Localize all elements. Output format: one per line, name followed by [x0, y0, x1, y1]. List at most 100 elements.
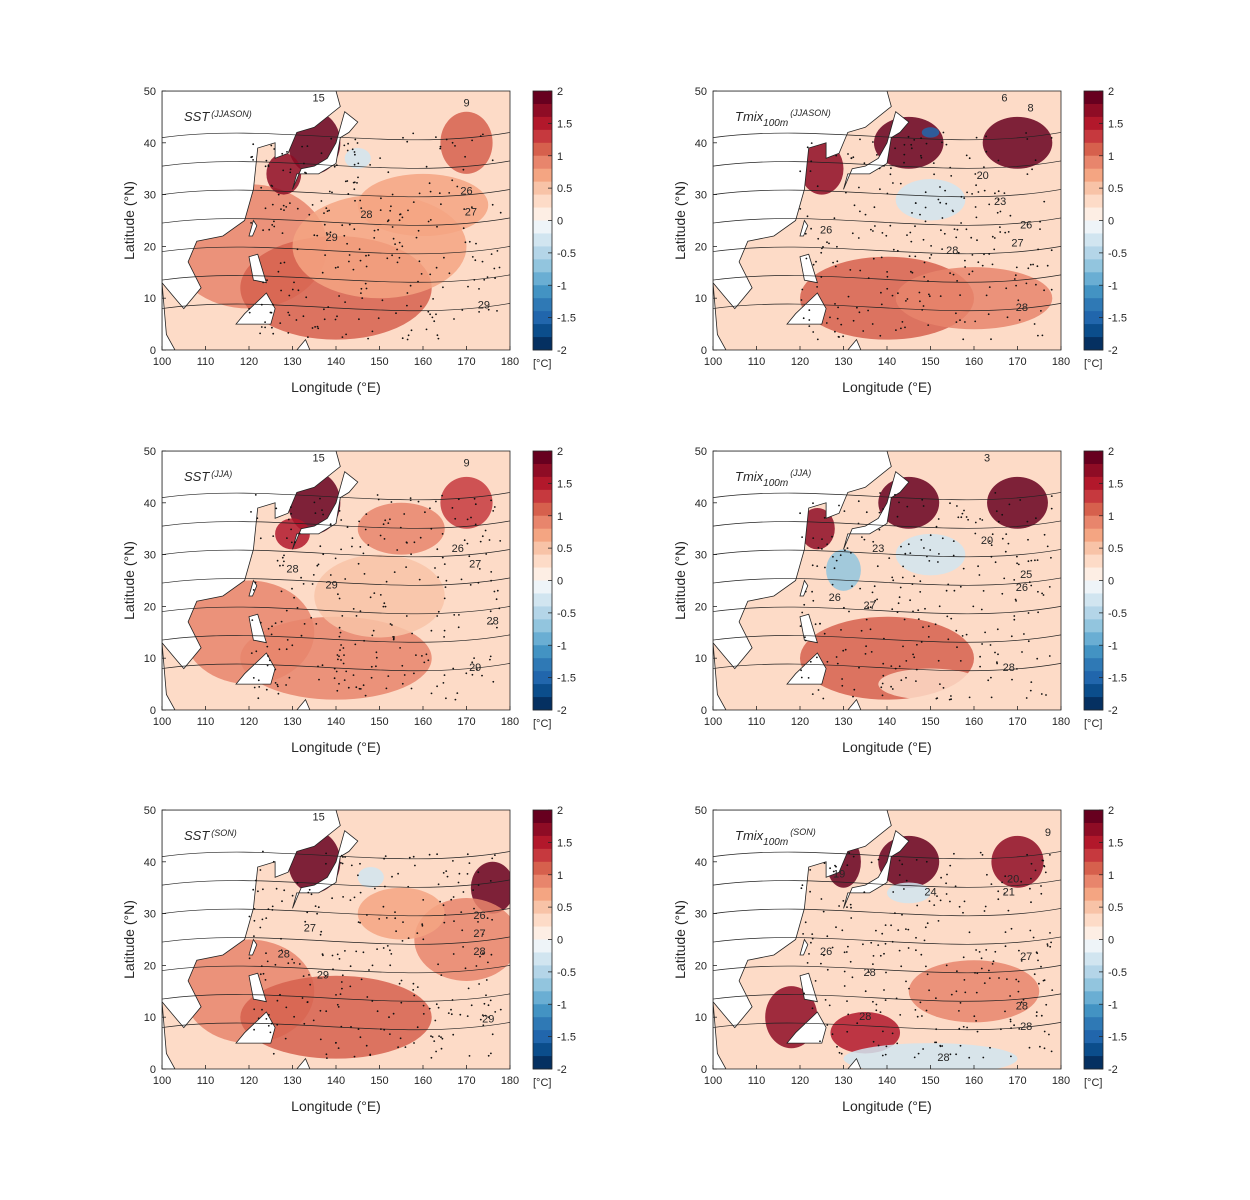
y-tick-label: 0: [150, 345, 156, 357]
significance-dot: [490, 579, 492, 582]
significance-dot: [267, 1024, 270, 1027]
significance-dot: [1027, 267, 1030, 270]
significance-dot: [923, 547, 925, 549]
significance-dot: [910, 240, 913, 243]
significance-dot: [880, 686, 883, 689]
colorbar-segment: [533, 658, 552, 672]
anomaly-blob: [895, 179, 966, 221]
significance-dot: [882, 508, 884, 510]
significance-dot: [1009, 1018, 1012, 1021]
significance-dot: [276, 683, 279, 686]
significance-dot: [902, 565, 904, 568]
colorbar-segment: [533, 619, 552, 633]
significance-dot: [285, 648, 288, 651]
significance-dot: [375, 651, 378, 654]
colorbar-segment: [1084, 155, 1103, 170]
colorbar-tick-label: 2: [1108, 86, 1114, 98]
significance-dot: [427, 310, 430, 313]
significance-dot: [963, 900, 966, 903]
significance-dot: [395, 930, 397, 933]
significance-dot: [1004, 1010, 1006, 1013]
colorbar: 21.510.50-0.5-1-1.5-2[°C]: [1083, 446, 1127, 730]
colorbar-segment: [1084, 1030, 1103, 1044]
colorbar-segment: [1084, 619, 1103, 633]
colorbar-segment: [1084, 697, 1103, 711]
significance-dot: [253, 686, 256, 689]
significance-dot: [452, 896, 455, 898]
significance-dot: [281, 152, 284, 155]
significance-dot: [826, 543, 829, 546]
significance-dot: [886, 271, 888, 273]
significance-dot: [959, 1044, 962, 1047]
significance-dot: [847, 153, 849, 155]
significance-dot: [1036, 559, 1039, 561]
significance-dot: [924, 206, 927, 209]
significance-dot: [897, 929, 900, 931]
significance-dot: [968, 931, 971, 934]
significance-dot: [348, 223, 351, 226]
colorbar-segment: [1084, 1056, 1103, 1070]
x-tick-label: 180: [501, 716, 519, 728]
significance-dot: [840, 323, 843, 326]
significance-dot: [429, 190, 432, 193]
y-tick-label: 40: [695, 857, 707, 869]
contour-label: 28: [473, 946, 485, 958]
significance-dot: [805, 257, 808, 260]
significance-dot: [899, 1014, 902, 1016]
significance-dot: [391, 624, 393, 626]
significance-dot: [812, 537, 815, 539]
significance-dot: [1015, 284, 1017, 287]
contour-label: 29: [326, 232, 338, 244]
significance-dot: [1015, 266, 1018, 269]
y-tick-label: 40: [695, 498, 707, 510]
significance-dot: [803, 992, 805, 995]
significance-dot: [452, 953, 455, 955]
significance-dot: [319, 497, 321, 500]
significance-dot: [378, 918, 381, 920]
significance-dot: [252, 143, 255, 146]
significance-dot: [298, 963, 301, 965]
significance-dot: [285, 206, 288, 208]
colorbar-tick-label: -1.5: [1108, 673, 1127, 685]
significance-dot: [454, 698, 457, 701]
significance-dot: [812, 599, 815, 602]
significance-dot: [261, 918, 264, 921]
significance-dot: [369, 1054, 372, 1057]
significance-dot: [1027, 612, 1030, 614]
significance-dot: [859, 269, 862, 272]
significance-dot: [875, 1003, 878, 1006]
significance-dot: [876, 565, 879, 568]
x-tick-label: 130: [283, 356, 301, 368]
significance-dot: [463, 208, 466, 210]
significance-dot: [821, 538, 823, 540]
significance-dot: [859, 587, 861, 590]
significance-dot: [270, 1022, 273, 1025]
x-tick-label: 170: [1008, 716, 1026, 728]
significance-dot: [913, 575, 915, 577]
contour-line: [162, 217, 510, 226]
significance-dot: [811, 933, 814, 935]
significance-dot: [842, 900, 845, 902]
significance-dot: [253, 908, 256, 910]
significance-dot: [320, 930, 323, 933]
significance-dot: [272, 535, 275, 537]
significance-dot: [905, 660, 908, 662]
significance-dot: [974, 972, 976, 974]
significance-dot: [889, 224, 892, 227]
x-tick-label: 100: [704, 356, 722, 368]
significance-dot: [341, 974, 344, 977]
significance-dot: [253, 919, 256, 922]
significance-dot: [337, 593, 339, 596]
significance-dot: [326, 1057, 328, 1059]
x-tick-label: 120: [791, 716, 809, 728]
significance-dot: [384, 519, 387, 522]
significance-dot: [892, 891, 895, 893]
significance-dot: [910, 270, 912, 273]
significance-dot: [443, 597, 446, 600]
significance-dot: [340, 644, 342, 646]
significance-dot: [257, 679, 260, 682]
significance-dot: [355, 950, 358, 953]
significance-dot: [306, 1001, 309, 1004]
significance-dot: [1035, 1011, 1038, 1014]
